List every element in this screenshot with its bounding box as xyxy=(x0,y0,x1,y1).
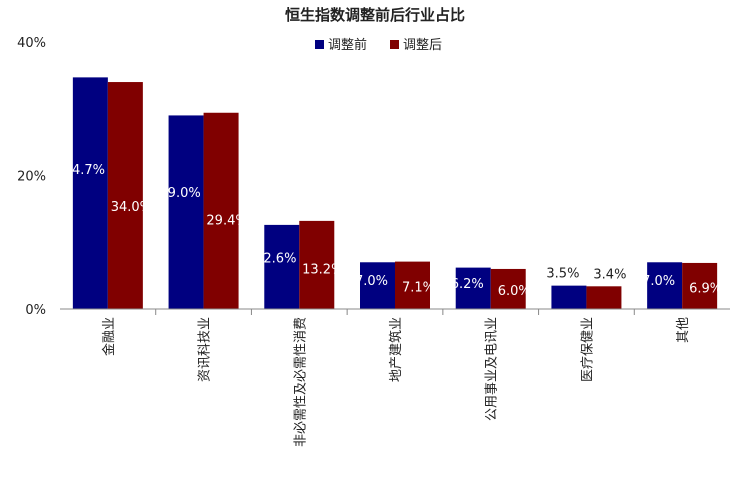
bar-value-label: 34.0% xyxy=(111,200,152,215)
legend-swatch-before xyxy=(315,40,324,49)
y-axis: 0% 20% 40% xyxy=(17,36,46,318)
bar-before xyxy=(168,115,204,309)
bar-value-label: 34.7% xyxy=(64,163,105,178)
y-tick-label: 40% xyxy=(17,36,46,51)
bar-value-label: 6.9% xyxy=(689,281,722,296)
x-tick-label: 地产建筑业 xyxy=(388,317,404,382)
x-tick-label: 医疗保健业 xyxy=(580,317,595,382)
legend-label-after: 调整后 xyxy=(403,38,442,53)
bar-after xyxy=(203,112,239,309)
legend-label-before: 调整前 xyxy=(328,37,367,53)
bar-after xyxy=(490,268,526,309)
bar-value-label: 29.4% xyxy=(206,214,247,229)
value-labels: 34.7% 34.0% 29.0% 29.4% 12.6% 13.2% 7.0% 7.1% 6.… xyxy=(64,163,722,299)
bar-value-label: 29.0% xyxy=(159,186,200,201)
x-axis: 金融业 资讯科技业 非必需性及必需性消费 地产建筑业 公用事业及电讯业 医疗保健业 其他 xyxy=(60,308,730,447)
bar-before xyxy=(72,77,108,309)
bar-before xyxy=(455,267,491,309)
y-tick-label: 0% xyxy=(25,303,46,318)
bar-value-label: 7.0% xyxy=(642,274,675,289)
bar-value-label: 13.2% xyxy=(302,262,343,277)
x-tick-label: 资讯科技业 xyxy=(198,317,213,382)
bar-value-label: 6.0% xyxy=(498,284,531,299)
chart-title: 恒生指数调整前后行业占比 xyxy=(285,6,465,24)
bar-value-label: 6.2% xyxy=(451,277,484,292)
bar-after xyxy=(107,82,143,309)
legend: 调整前 调整后 xyxy=(315,37,442,53)
bar-before xyxy=(647,262,683,309)
x-tick-label: 其他 xyxy=(676,317,691,343)
bar-value-label: 12.6% xyxy=(255,252,296,267)
bar-before xyxy=(264,224,300,309)
bar-before xyxy=(551,285,587,309)
bar-value-label: 3.4% xyxy=(593,267,626,282)
y-tick-label: 20% xyxy=(17,170,46,185)
bar-value-label: 7.1% xyxy=(402,281,435,296)
bar-after xyxy=(299,220,335,309)
bars xyxy=(72,77,718,309)
bar-value-label: 3.5% xyxy=(546,267,579,282)
bar-after xyxy=(395,261,430,309)
bar-after xyxy=(682,262,718,309)
bar-before xyxy=(360,262,395,309)
bar-after xyxy=(586,286,622,309)
x-tick-label: 公用事业及电讯业 xyxy=(485,317,500,421)
x-tick-label: 非必需性及必需性消费 xyxy=(293,317,308,447)
legend-swatch-after xyxy=(390,40,399,49)
x-tick-label: 金融业 xyxy=(101,317,117,356)
bar-value-label: 7.0% xyxy=(355,274,388,289)
